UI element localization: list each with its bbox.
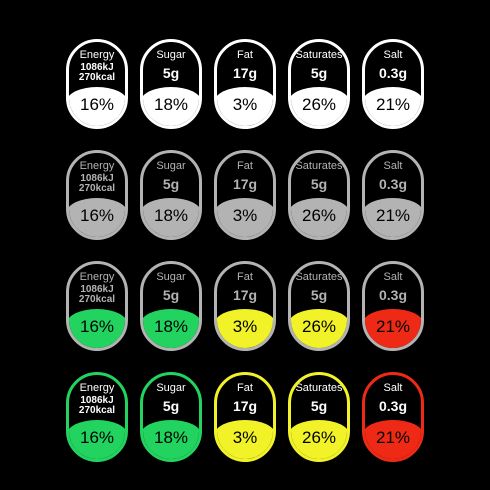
- nutrient-amount: 0.3g: [365, 66, 421, 80]
- nutrient-name: Sugar: [143, 383, 199, 394]
- nutrient-amount: 17g: [217, 288, 273, 302]
- nutrient-name: Sugar: [143, 50, 199, 61]
- nutrient-label: Salt 0.3g 21%: [362, 261, 424, 351]
- nutrient-label: Sugar 5g 18%: [140, 372, 202, 462]
- nutrient-amount: 0.3g: [365, 177, 421, 191]
- nutrient-label: Saturates 5g 26%: [288, 261, 350, 351]
- nutrient-label: Fat 17g 3%: [214, 150, 276, 240]
- nutrient-name: Saturates: [291, 50, 347, 61]
- nutrient-label: Energy 1086kJ 270kcal 16%: [66, 39, 128, 129]
- nutrient-label: Energy 1086kJ 270kcal 16%: [66, 372, 128, 462]
- nutrient-label: Energy 1086kJ 270kcal 16%: [66, 150, 128, 240]
- nutrient-name: Salt: [365, 161, 421, 172]
- nutrient-label: Salt 0.3g 21%: [362, 150, 424, 240]
- nutrient-amount: 5g: [291, 288, 347, 302]
- percent-value: 3%: [217, 428, 273, 448]
- label-row: Energy 1086kJ 270kcal 16% Sugar 5g 18% Fat 17g 3%…: [66, 150, 424, 240]
- nutrient-amount: 5g: [291, 399, 347, 413]
- nutrient-amount: 5g: [143, 399, 199, 413]
- nutrient-label: Salt 0.3g 21%: [362, 39, 424, 129]
- label-row: Energy 1086kJ 270kcal 16% Sugar 5g 18% Fat 17g 3%…: [66, 261, 424, 351]
- nutrient-name: Saturates: [291, 383, 347, 394]
- nutrient-amount: 5g: [143, 66, 199, 80]
- energy-kcal: 270kcal: [69, 73, 125, 83]
- percent-value: 21%: [365, 428, 421, 448]
- energy-kcal: 270kcal: [69, 295, 125, 305]
- nutrient-amount: 5g: [143, 177, 199, 191]
- percent-value: 21%: [365, 206, 421, 226]
- nutrient-label: Fat 17g 3%: [214, 372, 276, 462]
- nutrient-name: Salt: [365, 272, 421, 283]
- percent-value: 3%: [217, 317, 273, 337]
- nutrient-label: Energy 1086kJ 270kcal 16%: [66, 261, 128, 351]
- percent-value: 18%: [143, 317, 199, 337]
- energy-kcal: 270kcal: [69, 406, 125, 416]
- label-row: Energy 1086kJ 270kcal 16% Sugar 5g 18% Fat 17g 3%…: [66, 372, 424, 462]
- energy-kcal: 270kcal: [69, 184, 125, 194]
- percent-value: 16%: [69, 428, 125, 448]
- percent-value: 26%: [291, 317, 347, 337]
- nutrient-amount: 17g: [217, 177, 273, 191]
- percent-value: 18%: [143, 95, 199, 115]
- percent-value: 16%: [69, 206, 125, 226]
- percent-value: 18%: [143, 206, 199, 226]
- percent-value: 16%: [69, 95, 125, 115]
- nutrient-name: Fat: [217, 50, 273, 61]
- nutrient-amount: 5g: [291, 66, 347, 80]
- nutrient-label: Saturates 5g 26%: [288, 150, 350, 240]
- percent-value: 26%: [291, 428, 347, 448]
- percent-value: 3%: [217, 95, 273, 115]
- nutrient-name: Saturates: [291, 272, 347, 283]
- nutrient-name: Energy: [69, 50, 125, 61]
- nutrient-name: Fat: [217, 383, 273, 394]
- percent-value: 21%: [365, 95, 421, 115]
- nutrient-label: Fat 17g 3%: [214, 39, 276, 129]
- nutrient-name: Energy: [69, 383, 125, 394]
- nutrient-amount: 5g: [143, 288, 199, 302]
- nutrient-amount: 17g: [217, 399, 273, 413]
- nutrient-label: Sugar 5g 18%: [140, 261, 202, 351]
- percent-value: 26%: [291, 95, 347, 115]
- percent-value: 16%: [69, 317, 125, 337]
- label-row: Energy 1086kJ 270kcal 16% Sugar 5g 18% Fat 17g 3%…: [66, 39, 424, 129]
- nutrient-label: Sugar 5g 18%: [140, 150, 202, 240]
- nutrient-label: Saturates 5g 26%: [288, 372, 350, 462]
- nutrient-amount: 17g: [217, 66, 273, 80]
- nutrient-name: Saturates: [291, 161, 347, 172]
- nutrient-amount: 5g: [291, 177, 347, 191]
- nutrient-amount: 0.3g: [365, 288, 421, 302]
- percent-value: 26%: [291, 206, 347, 226]
- percent-value: 18%: [143, 428, 199, 448]
- nutrient-name: Fat: [217, 161, 273, 172]
- nutrient-label: Salt 0.3g 21%: [362, 372, 424, 462]
- nutrient-label: Fat 17g 3%: [214, 261, 276, 351]
- percent-value: 3%: [217, 206, 273, 226]
- nutrient-name: Salt: [365, 383, 421, 394]
- nutrient-label: Saturates 5g 26%: [288, 39, 350, 129]
- percent-value: 21%: [365, 317, 421, 337]
- nutrient-label: Sugar 5g 18%: [140, 39, 202, 129]
- nutrient-amount: 0.3g: [365, 399, 421, 413]
- nutrient-name: Fat: [217, 272, 273, 283]
- nutrient-name: Energy: [69, 161, 125, 172]
- nutrient-name: Energy: [69, 272, 125, 283]
- nutrient-name: Sugar: [143, 161, 199, 172]
- nutrient-name: Sugar: [143, 272, 199, 283]
- nutrient-name: Salt: [365, 50, 421, 61]
